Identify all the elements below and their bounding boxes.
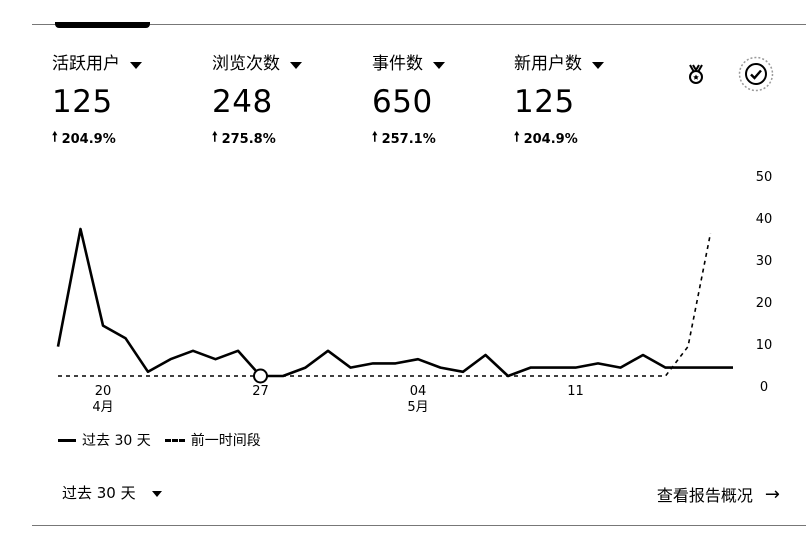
date-range-label: 过去 30 天 xyxy=(62,484,136,502)
metric-value: 248 xyxy=(212,84,273,120)
x-tick-month-label: 5月 xyxy=(407,400,428,415)
legend-item-previous: 前一时间段 xyxy=(164,430,261,450)
arrow-up-icon: 🠕 xyxy=(52,130,58,145)
legend-dashed-line xyxy=(164,438,185,442)
y-tick-label: 0 xyxy=(760,380,768,395)
x-tick-label: 27 xyxy=(252,384,269,399)
arrow-up-icon: 🠕 xyxy=(372,130,378,145)
metric-active-users-selector[interactable]: 活跃用户 xyxy=(52,52,142,76)
legend-label-previous: 前一时间段 xyxy=(190,433,261,449)
y-tick-label: 40 xyxy=(756,212,773,227)
highlighted-data-point xyxy=(253,368,268,384)
metric-new-users-selector[interactable]: 新用户数 xyxy=(514,52,604,76)
active-tab-indicator xyxy=(55,22,150,28)
view-report-link[interactable]: 查看报告概况 → xyxy=(657,482,780,506)
view-report-label: 查看报告概况 xyxy=(656,486,753,505)
legend-label-current: 过去 30 天 xyxy=(82,433,151,449)
x-tick-label: 04 xyxy=(410,384,427,399)
metric-value: 650 xyxy=(372,84,433,120)
caret-down-icon xyxy=(130,61,142,69)
metric-events[interactable]: 事件数 650 🠕 257.1% xyxy=(372,52,445,150)
caret-down-icon xyxy=(151,490,162,497)
arrow-right-icon: → xyxy=(764,483,780,505)
y-tick-label: 10 xyxy=(756,338,773,353)
legend-item-current: 过去 30 天 xyxy=(58,430,151,450)
legend-solid-line xyxy=(58,438,76,442)
y-tick-label: 50 xyxy=(756,170,773,185)
medal-icon[interactable] xyxy=(682,60,710,88)
x-tick-label: 20 xyxy=(95,384,112,399)
metric-events-selector[interactable]: 事件数 xyxy=(372,52,445,76)
metric-change-value: 275.8% xyxy=(221,131,276,147)
check-circle-icon[interactable] xyxy=(738,56,774,92)
x-tick-month-label: 4月 xyxy=(92,400,113,415)
metric-label: 新用户数 xyxy=(514,54,582,74)
y-tick-label: 30 xyxy=(756,254,773,269)
metric-label: 浏览次数 xyxy=(212,54,280,74)
metric-change: 🠕 257.1% xyxy=(372,128,445,150)
metric-change-value: 257.1% xyxy=(381,131,436,147)
metric-change: 🠕 275.8% xyxy=(212,128,302,150)
metric-active-users[interactable]: 活跃用户 125 🠕 204.9% xyxy=(52,52,142,150)
series-line-previous xyxy=(58,233,712,377)
caret-down-icon xyxy=(592,61,604,69)
date-range-dropdown[interactable]: 过去 30 天 xyxy=(62,482,162,503)
metric-label: 活跃用户 xyxy=(52,54,120,74)
series-line-current xyxy=(56,227,733,378)
arrow-up-icon: 🠕 xyxy=(212,130,218,145)
x-tick-label: 11 xyxy=(567,384,584,399)
metric-change-value: 204.9% xyxy=(61,131,116,147)
metric-change: 🠕 204.9% xyxy=(52,128,142,150)
metric-change-value: 204.9% xyxy=(523,131,578,147)
metric-label: 事件数 xyxy=(372,54,423,74)
caret-down-icon xyxy=(290,61,302,69)
caret-down-icon xyxy=(433,61,445,69)
metric-new-users[interactable]: 新用户数 125 🠕 204.9% xyxy=(514,52,604,150)
overview-card xyxy=(32,24,806,526)
arrow-up-icon: 🠕 xyxy=(514,130,520,145)
metric-page-views-selector[interactable]: 浏览次数 xyxy=(212,52,302,76)
chart-legend: 过去 30 天 前一时间段 xyxy=(58,430,275,450)
metric-value: 125 xyxy=(52,84,113,120)
metric-page-views[interactable]: 浏览次数 248 🠕 275.8% xyxy=(212,52,302,150)
metric-change: 🠕 204.9% xyxy=(514,128,604,150)
y-tick-label: 20 xyxy=(756,296,773,311)
metric-value: 125 xyxy=(514,84,575,120)
